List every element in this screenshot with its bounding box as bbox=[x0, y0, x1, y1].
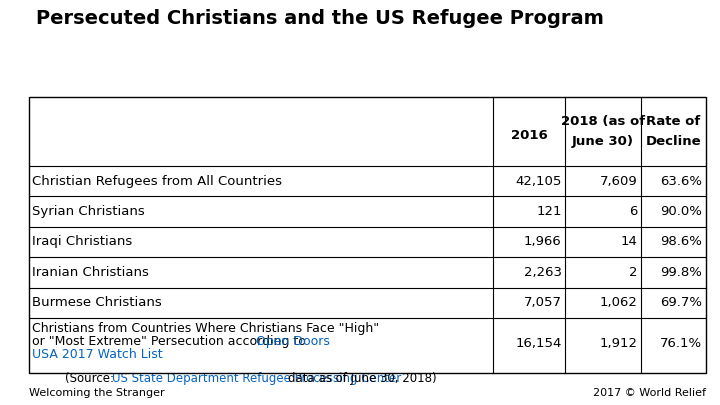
Text: Open Doors: Open Doors bbox=[256, 335, 330, 348]
Text: 1,912: 1,912 bbox=[599, 337, 637, 350]
Text: USA 2017 Watch List: USA 2017 Watch List bbox=[32, 348, 163, 361]
Text: 16,154: 16,154 bbox=[516, 337, 562, 350]
Text: Christian Refugees from All Countries: Christian Refugees from All Countries bbox=[32, 175, 282, 188]
Text: 63.6%: 63.6% bbox=[660, 175, 702, 188]
Text: Iranian Christians: Iranian Christians bbox=[32, 266, 149, 279]
Text: 90.0%: 90.0% bbox=[660, 205, 702, 218]
Text: US State Department Refugee Processing Center: US State Department Refugee Processing C… bbox=[112, 372, 412, 385]
Text: 14: 14 bbox=[621, 235, 637, 249]
Text: Welcoming the Stranger: Welcoming the Stranger bbox=[29, 388, 164, 398]
Text: 6: 6 bbox=[629, 205, 637, 218]
Text: or "Most Extreme" Persecution according to: or "Most Extreme" Persecution according … bbox=[32, 335, 310, 348]
Text: 2,263: 2,263 bbox=[523, 266, 562, 279]
Text: Burmese Christians: Burmese Christians bbox=[32, 296, 162, 309]
Text: 1,966: 1,966 bbox=[524, 235, 562, 249]
Text: Rate of: Rate of bbox=[646, 115, 701, 128]
Text: Decline: Decline bbox=[645, 135, 701, 148]
Text: 7,609: 7,609 bbox=[600, 175, 637, 188]
Text: (Source:: (Source: bbox=[65, 372, 121, 385]
Text: 2016: 2016 bbox=[510, 129, 548, 142]
Text: 7,057: 7,057 bbox=[523, 296, 562, 309]
Text: June 30): June 30) bbox=[572, 135, 634, 148]
Text: 2018 (as of: 2018 (as of bbox=[561, 115, 645, 128]
Text: data as of June 30, 2018): data as of June 30, 2018) bbox=[288, 372, 436, 385]
Text: 69.7%: 69.7% bbox=[660, 296, 702, 309]
Text: Persecuted Christians and the US Refugee Program: Persecuted Christians and the US Refugee… bbox=[36, 9, 604, 28]
Text: 121: 121 bbox=[536, 205, 562, 218]
Text: 98.6%: 98.6% bbox=[660, 235, 702, 249]
Text: 76.1%: 76.1% bbox=[660, 337, 702, 350]
Text: 2: 2 bbox=[629, 266, 637, 279]
Text: 99.8%: 99.8% bbox=[660, 266, 702, 279]
Text: Iraqi Christians: Iraqi Christians bbox=[32, 235, 132, 249]
Text: Syrian Christians: Syrian Christians bbox=[32, 205, 145, 218]
Text: 2017 © World Relief: 2017 © World Relief bbox=[593, 388, 706, 398]
Text: Christians from Countries Where Christians Face "High": Christians from Countries Where Christia… bbox=[32, 322, 379, 335]
Text: 1,062: 1,062 bbox=[599, 296, 637, 309]
Text: 42,105: 42,105 bbox=[516, 175, 562, 188]
